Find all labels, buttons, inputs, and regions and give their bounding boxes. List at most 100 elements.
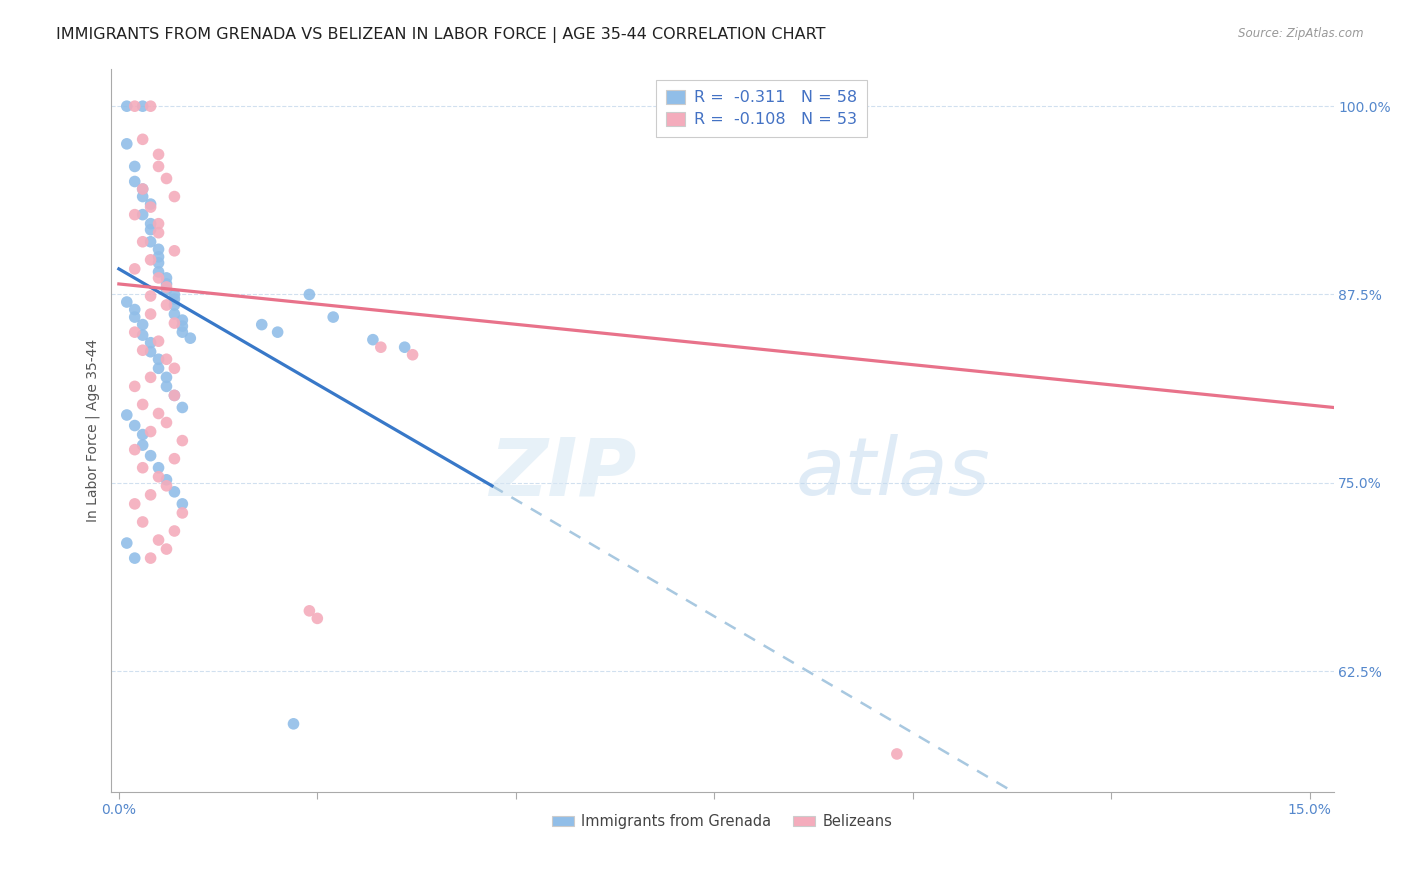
Point (139, 307, 162, 321)
Point (139, 488, 162, 502)
Point (131, 235, 153, 249)
Point (163, 189, 186, 203)
Point (155, 473, 177, 487)
Text: Source: ZipAtlas.com: Source: ZipAtlas.com (1239, 27, 1364, 40)
Point (155, 280, 177, 294)
Point (124, 551, 146, 566)
Point (322, 310, 344, 324)
Point (172, 401, 194, 415)
Point (155, 283, 177, 297)
Point (163, 244, 186, 258)
Point (148, 217, 170, 231)
Point (155, 277, 177, 291)
Point (124, 208, 146, 222)
Legend: Immigrants from Grenada, Belizeans: Immigrants from Grenada, Belizeans (547, 808, 898, 835)
Point (148, 242, 170, 256)
Point (155, 542, 177, 557)
Point (124, 302, 146, 317)
Point (124, 325, 146, 339)
Point (139, 197, 162, 211)
Point (394, 340, 416, 354)
Point (179, 331, 201, 345)
Point (131, 182, 153, 196)
Point (139, 425, 162, 439)
Point (124, 497, 146, 511)
Point (115, 536, 138, 550)
Point (139, 289, 162, 303)
Point (155, 271, 177, 285)
Point (250, 318, 273, 332)
Point (139, 235, 162, 249)
Point (131, 132, 153, 146)
Point (131, 515, 153, 529)
Point (163, 292, 186, 306)
Point (148, 256, 170, 270)
Point (163, 484, 186, 499)
Point (148, 265, 170, 279)
Point (131, 427, 153, 442)
Point (131, 438, 153, 452)
Point (163, 361, 186, 376)
Point (148, 250, 170, 264)
Point (155, 379, 177, 393)
Point (131, 318, 153, 332)
Point (155, 416, 177, 430)
Point (283, 716, 305, 731)
Point (155, 352, 177, 367)
Point (401, 348, 423, 362)
Y-axis label: In Labor Force | Age 35-44: In Labor Force | Age 35-44 (86, 338, 100, 522)
Point (172, 319, 194, 334)
Point (148, 271, 170, 285)
Point (124, 310, 146, 324)
Point (155, 479, 177, 493)
Point (131, 460, 153, 475)
Point (163, 298, 186, 312)
Point (148, 226, 170, 240)
Point (139, 335, 162, 350)
Point (139, 449, 162, 463)
Point (172, 506, 194, 520)
Point (148, 334, 170, 348)
Point (124, 160, 146, 174)
Point (131, 99, 153, 113)
Point (124, 442, 146, 457)
Point (124, 174, 146, 188)
Point (155, 298, 177, 312)
Point (886, 747, 908, 761)
Point (148, 361, 170, 376)
Point (163, 388, 186, 402)
Point (139, 344, 162, 359)
Point (307, 611, 329, 625)
Point (298, 604, 321, 618)
Point (148, 407, 170, 421)
Point (370, 340, 392, 354)
Point (124, 418, 146, 433)
Point (139, 370, 162, 384)
Point (148, 352, 170, 367)
Point (298, 287, 321, 301)
Point (148, 160, 170, 174)
Point (131, 189, 153, 203)
Point (115, 136, 138, 151)
Point (148, 460, 170, 475)
Point (172, 497, 194, 511)
Point (163, 287, 186, 301)
Point (172, 434, 194, 448)
Point (139, 252, 162, 267)
Point (148, 469, 170, 483)
Point (155, 171, 177, 186)
Point (131, 328, 153, 343)
Point (361, 333, 384, 347)
Point (266, 325, 288, 339)
Point (139, 217, 162, 231)
Point (163, 316, 186, 330)
Point (163, 388, 186, 402)
Point (163, 307, 186, 321)
Point (148, 147, 170, 161)
Point (139, 99, 162, 113)
Point (131, 397, 153, 411)
Point (124, 379, 146, 393)
Point (115, 295, 138, 310)
Point (172, 313, 194, 327)
Text: IMMIGRANTS FROM GRENADA VS BELIZEAN IN LABOR FORCE | AGE 35-44 CORRELATION CHART: IMMIGRANTS FROM GRENADA VS BELIZEAN IN L… (56, 27, 825, 43)
